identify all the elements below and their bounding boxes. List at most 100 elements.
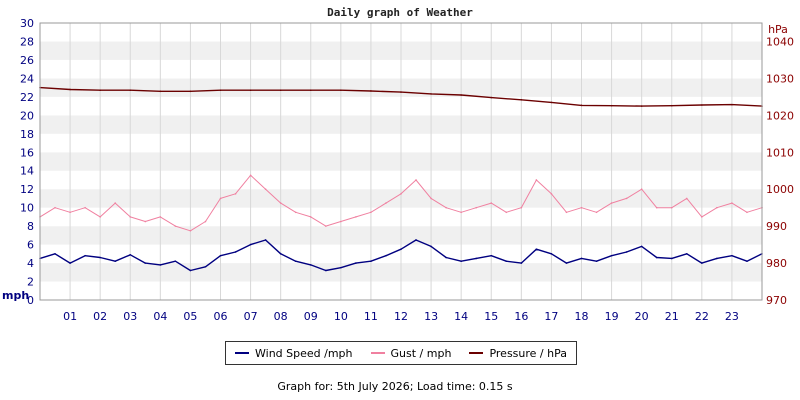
- wind-speed-series-point: [355, 262, 357, 264]
- wind-speed-series-point: [69, 262, 71, 264]
- left-tick-label: 2: [27, 276, 34, 289]
- wind-speed-series-point: [159, 264, 162, 266]
- x-tick-label: 19: [605, 310, 619, 323]
- left-tick-label: 18: [20, 128, 34, 141]
- wind-speed-series-point: [189, 269, 192, 272]
- wind-speed-series-point: [249, 243, 252, 246]
- left-tick-label: 4: [27, 257, 34, 270]
- gust-series-point: [54, 206, 56, 209]
- right-tick-label: 1020: [766, 109, 794, 122]
- gust-series-point: [279, 202, 282, 204]
- x-tick-label: 14: [454, 310, 468, 323]
- x-tick-label: 07: [244, 310, 258, 323]
- wind-speed-series-point: [520, 262, 523, 264]
- pressure-series-point: [460, 94, 462, 96]
- gust-series-point: [701, 216, 703, 218]
- wind-speed-series-point: [550, 253, 553, 255]
- x-tick-label: 10: [334, 310, 348, 323]
- right-tick-label: 990: [766, 220, 787, 233]
- x-tick-label: 08: [274, 310, 288, 323]
- pressure-series-point: [490, 96, 493, 99]
- gust-series-point: [670, 206, 673, 209]
- wind-speed-series-point: [415, 239, 417, 241]
- gust-series-point: [204, 220, 207, 223]
- gust-series-point: [460, 211, 462, 214]
- legend-wind: Wind Speed /mph: [235, 347, 353, 360]
- wind-speed-series-point: [219, 254, 222, 257]
- pressure-series-point: [189, 90, 192, 93]
- wind-speed-series-point: [565, 262, 568, 264]
- x-tick-label: 04: [153, 310, 167, 323]
- left-tick-label: 6: [27, 239, 34, 252]
- gust-series-point: [415, 179, 417, 181]
- left-axis-unit: mph: [2, 289, 29, 302]
- x-tick-label: 09: [304, 310, 318, 323]
- left-tick-label: 26: [20, 54, 34, 67]
- gust-series-point: [625, 197, 628, 200]
- wind-speed-series-point: [129, 253, 132, 256]
- pressure-series-point: [249, 89, 252, 92]
- x-tick-label: 17: [544, 310, 558, 323]
- pressure-series-point: [279, 89, 282, 92]
- pressure-series-point: [99, 89, 101, 92]
- wind-speed-series-point: [746, 260, 748, 263]
- gust-series-point: [174, 225, 177, 227]
- gust-series-point: [716, 206, 718, 209]
- pressure-series-point: [159, 90, 162, 93]
- pressure-series-point: [430, 93, 432, 95]
- wind-speed-series-point: [385, 254, 387, 257]
- legend: Wind Speed /mph Gust / mph Pressure / hP…: [225, 341, 577, 365]
- plot-frame: [39, 22, 763, 301]
- wind-speed-series-point: [490, 254, 493, 257]
- left-tick-label: 24: [20, 72, 34, 85]
- gust-series-point: [610, 202, 613, 204]
- left-tick-label: 0: [27, 294, 34, 307]
- left-tick-label: 20: [20, 109, 34, 122]
- gust-series-point: [355, 216, 357, 218]
- x-tick-label: 12: [394, 310, 408, 323]
- wind-speed-series-point: [370, 260, 372, 263]
- legend-pressure-label: Pressure / hPa: [489, 346, 567, 360]
- pressure-series-point: [309, 89, 312, 92]
- legend-gust-swatch: [370, 352, 385, 354]
- legend-gust: Gust / mph: [370, 347, 451, 360]
- gust-series-point: [114, 202, 117, 204]
- wind-speed-series-point: [445, 256, 447, 259]
- legend-pressure-swatch: [469, 352, 484, 354]
- gust-series-point: [520, 206, 523, 209]
- x-tick-label: 22: [695, 310, 709, 323]
- x-tick-label: 16: [514, 310, 528, 323]
- wind-speed-series-point: [731, 254, 733, 257]
- gust-series-point: [189, 229, 192, 232]
- right-tick-label: 1010: [766, 146, 794, 159]
- legend-wind-swatch: [235, 352, 249, 354]
- pressure-series-point: [129, 89, 132, 92]
- gust-series-point: [264, 188, 267, 190]
- gust-series-point: [445, 206, 447, 209]
- right-tick-label: 1000: [766, 183, 794, 196]
- wind-speed-series-point: [625, 251, 628, 253]
- wind-speed-series-point: [640, 245, 643, 248]
- gust-series-point: [731, 202, 733, 204]
- wind-speed-series-point: [114, 260, 117, 263]
- left-tick-label: 14: [20, 165, 34, 178]
- x-axis-ticks: 01 02 03 04 05 06 07 08 09 10 11 12 13 14 15 16 17 18 19 20…: [63, 310, 739, 323]
- gust-series-point: [340, 220, 342, 223]
- pressure-series-point: [69, 88, 71, 91]
- vertical-gridlines: [69, 23, 733, 300]
- gust-series-point: [309, 216, 312, 218]
- x-tick-label: 20: [635, 310, 649, 323]
- gust-series-point: [385, 202, 387, 204]
- x-tick-label: 23: [725, 310, 739, 323]
- wind-speed-series-point: [204, 265, 207, 268]
- wind-speed-series-point: [99, 256, 101, 259]
- left-tick-label: 8: [27, 220, 34, 233]
- x-tick-label: 02: [93, 310, 107, 323]
- wind-speed-series-point: [670, 257, 673, 260]
- pressure-series-point: [731, 103, 733, 106]
- wind-speed-series-point: [595, 260, 598, 263]
- chart-title: Daily graph of Weather: [327, 6, 473, 19]
- x-tick-label: 05: [183, 310, 197, 323]
- left-tick-label: 28: [20, 35, 34, 48]
